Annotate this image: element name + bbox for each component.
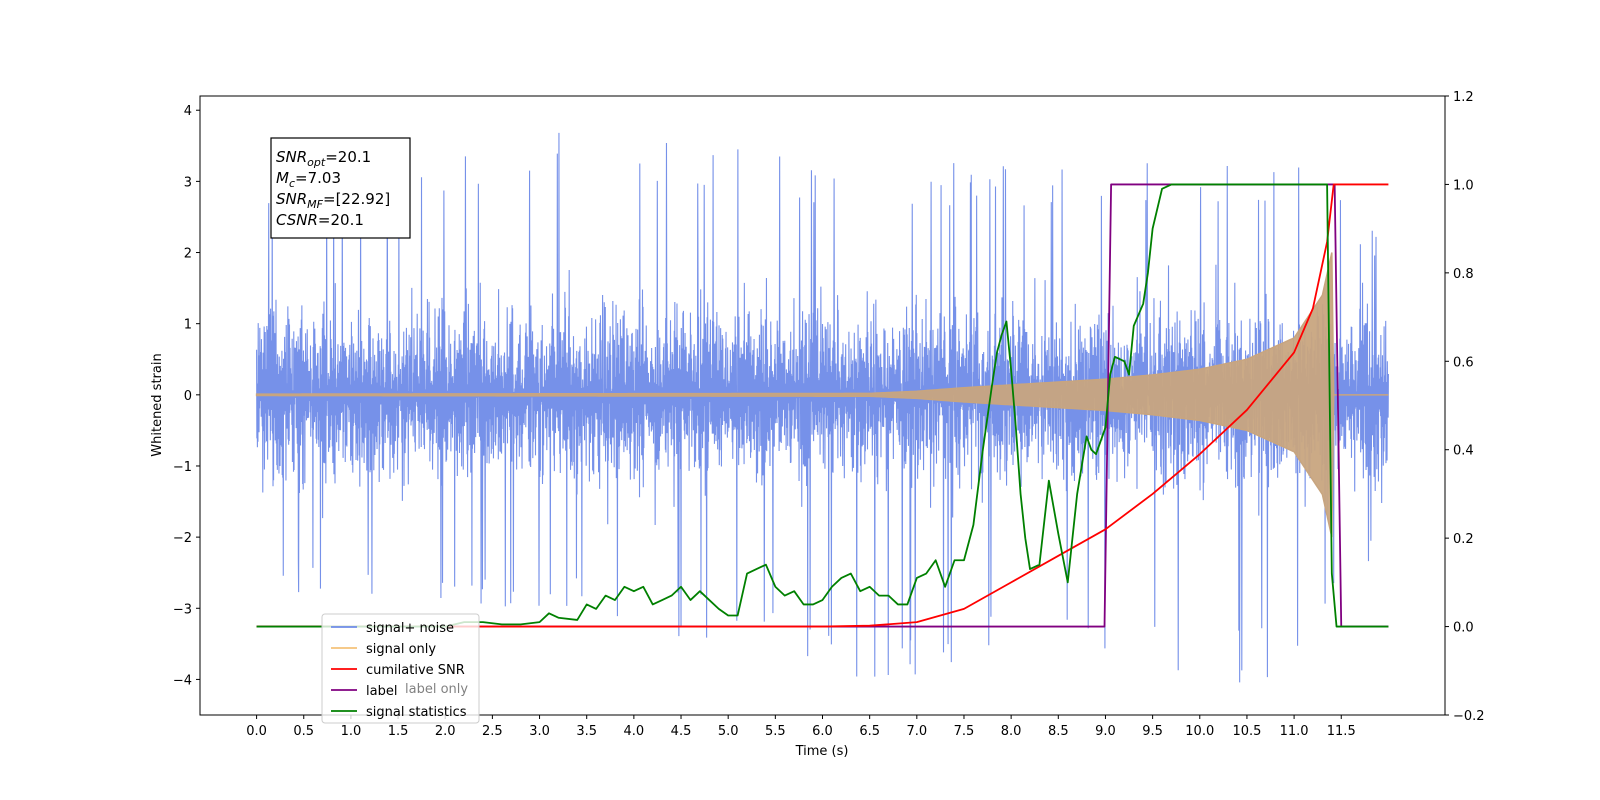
- right-y-axis: −0.2 0.0 0.2 0.4 0.6 0.8 1.0 1.2: [1445, 90, 1485, 724]
- x-tick-label: 9.0: [1095, 724, 1116, 739]
- x-tick-label: 2.5: [482, 724, 503, 739]
- x-tick-label: 3.5: [576, 724, 597, 739]
- y-tick-label-right: 0.8: [1453, 267, 1474, 282]
- y-axis-label: Whitened strain: [150, 353, 165, 456]
- series-cumulative-snr: [256, 183, 1389, 628]
- legend-background-text: label only: [405, 682, 468, 697]
- info-line: SNRopt=20.1: [276, 148, 371, 169]
- legend-frame: [321, 613, 480, 724]
- info-line: CSNR=20.1: [276, 211, 364, 229]
- x-tick-label: 1.0: [341, 724, 362, 739]
- legend-label: cumilative SNR: [366, 663, 465, 678]
- x-tick-label: 4.0: [624, 724, 645, 739]
- info-line-symbol: M: [276, 169, 289, 187]
- x-tick-label: 8.5: [1048, 724, 1069, 739]
- x-tick-label: 10.5: [1232, 724, 1261, 739]
- legend-label: signal statistics: [366, 705, 467, 720]
- info-line-value: =[22.92]: [323, 190, 390, 208]
- x-tick-label: 11.5: [1327, 724, 1356, 739]
- info-line-symbol: SNR: [276, 190, 307, 208]
- info-line-value: =7.03: [295, 169, 341, 187]
- y-tick-label-right: 1.0: [1453, 178, 1474, 193]
- x-tick-label: 7.0: [906, 724, 927, 739]
- legend-label: signal+ noise: [366, 621, 454, 636]
- series-signal-plus-noise: [256, 132, 1389, 683]
- y-tick-label-right: 0.2: [1453, 532, 1474, 547]
- info-line-value: =20.1: [318, 211, 364, 229]
- y-tick-label-right: 0.4: [1453, 444, 1474, 459]
- info-line-subscript: MF: [307, 198, 323, 211]
- series-signal-only: [255, 252, 1389, 538]
- x-tick-label: 0.0: [246, 724, 267, 739]
- y-tick-label-left: 1: [184, 318, 192, 333]
- info-line-symbol: SNR: [276, 148, 307, 166]
- info-line-subscript: c: [289, 177, 295, 190]
- x-tick-label: 5.5: [765, 724, 786, 739]
- x-tick-label: 2.0: [435, 724, 456, 739]
- x-tick-label: 5.0: [718, 724, 739, 739]
- x-tick-label: 8.0: [1001, 724, 1022, 739]
- info-line: SNRMF=[22.92]: [276, 190, 390, 211]
- y-tick-label-left: −1: [173, 460, 192, 475]
- legend: label only signal+ noise signal only cumila…: [321, 613, 480, 724]
- y-tick-label-left: −4: [173, 673, 192, 688]
- x-tick-label: 3.0: [529, 724, 550, 739]
- legend-label: label: [366, 684, 397, 699]
- y-tick-label-left: 2: [184, 247, 192, 262]
- info-line: Mc=7.03: [276, 169, 341, 190]
- x-tick-label: 0.5: [293, 724, 314, 739]
- series-signal-statistics: [256, 183, 1389, 628]
- y-tick-label-right: 1.2: [1453, 90, 1474, 105]
- x-axis: 0.0 0.5 1.0 1.5 2.0 2.5 3.0 3.5 4.0 4.5 5.0 5.5 6.0 6…: [246, 715, 1356, 739]
- x-tick-label: 4.5: [671, 724, 692, 739]
- y-tick-label-left: −3: [173, 602, 192, 617]
- y-tick-label-left: −2: [173, 531, 192, 546]
- series-layer: [255, 132, 1389, 683]
- y-tick-label-right: 0.6: [1453, 355, 1474, 370]
- x-tick-label: 10.0: [1185, 724, 1214, 739]
- info-box-frame: [270, 137, 411, 239]
- info-line-value: =20.1: [325, 148, 371, 166]
- y-tick-label-right: −0.2: [1453, 709, 1485, 724]
- x-tick-label: 6.5: [859, 724, 880, 739]
- info-line-subscript: opt: [307, 156, 326, 169]
- y-tick-label-left: 4: [184, 104, 192, 119]
- y-tick-label-right: 0.0: [1453, 621, 1474, 636]
- x-axis-label: Time (s): [795, 744, 849, 759]
- x-tick-label: 11.0: [1280, 724, 1309, 739]
- info-line-symbol: CSNR: [276, 211, 318, 229]
- x-tick-label: 6.0: [812, 724, 833, 739]
- x-tick-label: 7.5: [954, 724, 975, 739]
- y-tick-label-left: 3: [184, 175, 192, 190]
- left-y-axis: −4 −3 −2 −1 0 1 2 3 4: [173, 104, 200, 688]
- x-tick-label: 1.5: [388, 724, 409, 739]
- y-tick-label-left: 0: [184, 389, 192, 404]
- x-tick-label: 9.5: [1142, 724, 1163, 739]
- legend-label: signal only: [366, 642, 436, 657]
